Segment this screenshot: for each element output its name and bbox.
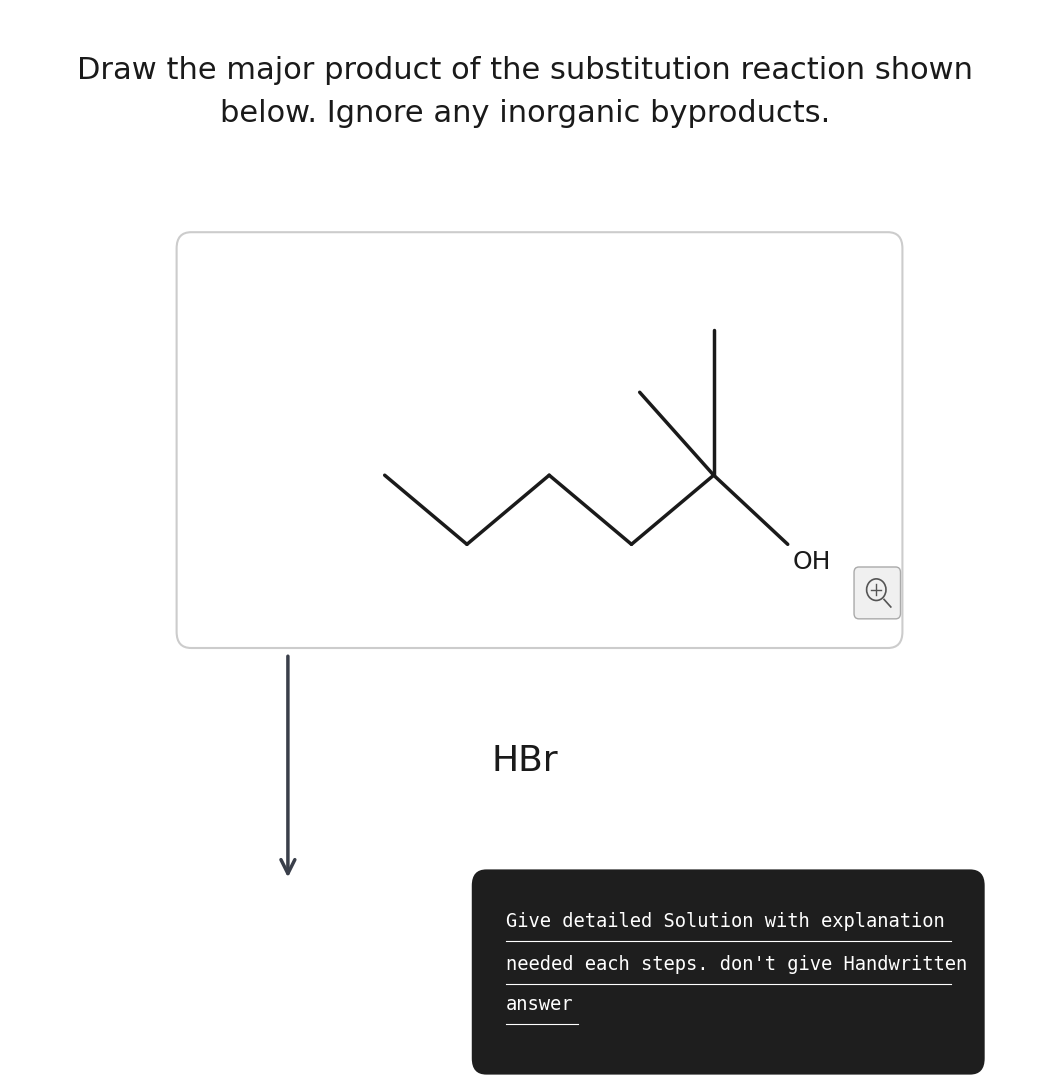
Text: Give detailed Solution with explanation: Give detailed Solution with explanation <box>506 912 944 931</box>
Text: HBr: HBr <box>491 744 559 779</box>
Text: below. Ignore any inorganic byproducts.: below. Ignore any inorganic byproducts. <box>219 99 831 127</box>
Text: answer: answer <box>506 995 573 1014</box>
Text: Draw the major product of the substitution reaction shown: Draw the major product of the substituti… <box>77 56 973 84</box>
FancyBboxPatch shape <box>176 232 902 648</box>
Text: needed each steps. don't give Handwritten: needed each steps. don't give Handwritte… <box>506 955 967 974</box>
FancyBboxPatch shape <box>471 869 985 1075</box>
FancyBboxPatch shape <box>854 567 901 619</box>
Text: OH: OH <box>793 550 832 573</box>
